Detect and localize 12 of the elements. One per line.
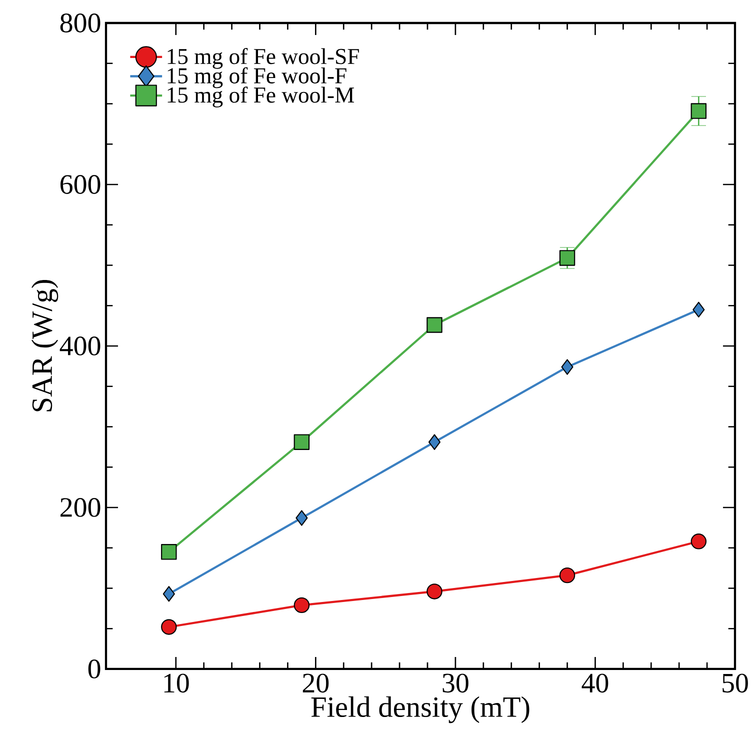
y-tick-label: 400 [60,336,100,356]
y-tick-label: 0 [88,660,100,678]
x-axis-title: Field density (mT) [311,696,530,724]
y-tick-label: 600 [60,175,100,194]
x-tick-label: 40 [582,674,608,693]
y-tick-label: 800 [60,14,100,32]
x-tick-label: 10 [164,674,189,693]
x-tick-label: 50 [722,674,748,693]
y-tick-label: 200 [60,498,100,517]
x-tick-label: 30 [442,674,468,693]
x-tick-label: 20 [302,674,329,693]
y-axis-title: SAR (W/g) [31,280,58,412]
